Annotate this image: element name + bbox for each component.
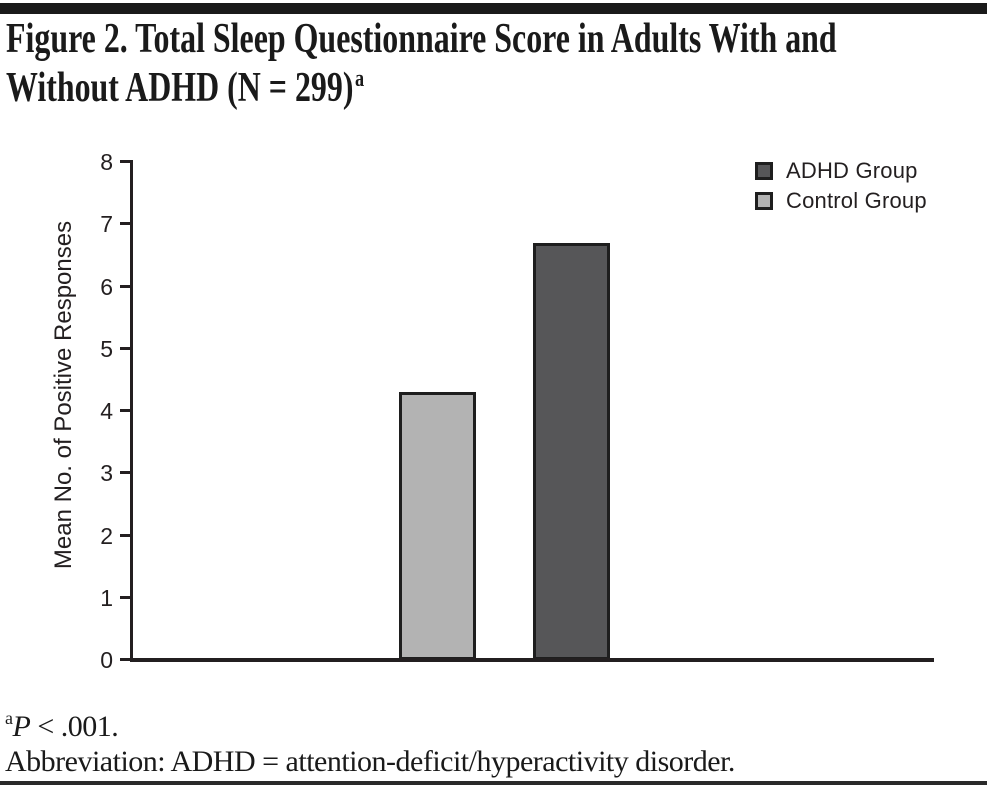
y-tick-label-1: 1 (100, 584, 113, 611)
footnote-pvalue-stat: P (12, 710, 31, 743)
y-tick-mark-3 (120, 471, 133, 475)
y-tick-label-2: 2 (100, 522, 113, 549)
legend-label-adhd-group: ADHD Group (786, 158, 918, 183)
footnote-pvalue-rest: < .001. (30, 710, 119, 743)
figure-title-line-2: Without ADHD (N = 299)a (6, 59, 837, 111)
bar-adhd-group (533, 243, 610, 660)
footnote-abbreviation: Abbreviation: ADHD = attention-deficit/h… (5, 745, 735, 778)
footnotes: aP < .001. Abbreviation: ADHD = attentio… (5, 701, 735, 779)
y-tick-mark-2 (120, 533, 133, 537)
bar-control-group (399, 392, 476, 660)
y-tick-label-7: 7 (100, 211, 113, 238)
control-group-swatch-icon (755, 192, 773, 210)
y-tick-label-8: 8 (100, 149, 113, 175)
y-tick-mark-1 (120, 595, 133, 599)
y-tick-mark-5 (120, 346, 133, 350)
figure-title-line-2-text: Without ADHD (N = 299) (6, 65, 354, 111)
legend-item-adhd-group: ADHD Group (755, 156, 927, 186)
y-tick-label-6: 6 (100, 273, 113, 300)
legend: ADHD Group Control Group (755, 156, 927, 216)
y-tick-label-5: 5 (100, 335, 113, 362)
title-footnote-marker: a (354, 66, 365, 92)
figure-title: Figure 2. Total Sleep Questionnaire Scor… (6, 16, 837, 111)
footnote-pvalue: aP < .001. (5, 701, 735, 744)
y-tick-mark-0 (120, 658, 133, 661)
y-tick-label-3: 3 (100, 460, 113, 487)
y-tick-mark-7 (120, 222, 133, 226)
legend-label-control-group: Control Group (786, 188, 927, 213)
y-tick-mark-4 (120, 409, 133, 412)
x-axis-line (130, 658, 934, 662)
y-tick-mark-8 (120, 160, 133, 163)
figure-title-line-1: Figure 2. Total Sleep Questionnaire Scor… (6, 16, 837, 62)
y-tick-mark-6 (120, 284, 133, 288)
y-tick-label-0: 0 (100, 647, 113, 673)
y-tick-label-4: 4 (100, 398, 113, 424)
footnote-pvalue-marker: a (5, 708, 13, 728)
y-axis-line (130, 161, 133, 662)
legend-item-control-group: Control Group (755, 186, 927, 216)
top-rule (0, 3, 987, 14)
bottom-rule (0, 781, 987, 785)
adhd-group-swatch-icon (755, 162, 773, 180)
